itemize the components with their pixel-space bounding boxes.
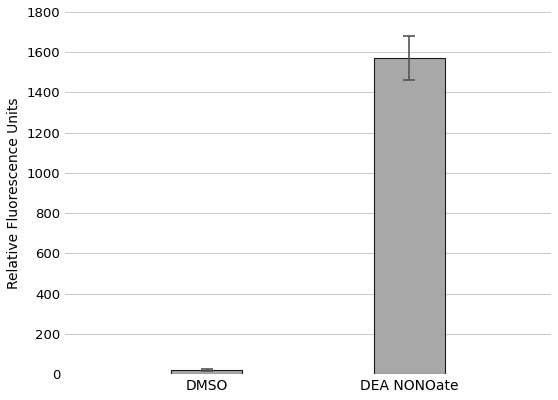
Bar xyxy=(374,58,445,374)
Bar xyxy=(171,370,242,374)
Y-axis label: Relative Fluorescence Units: Relative Fluorescence Units xyxy=(7,97,21,289)
